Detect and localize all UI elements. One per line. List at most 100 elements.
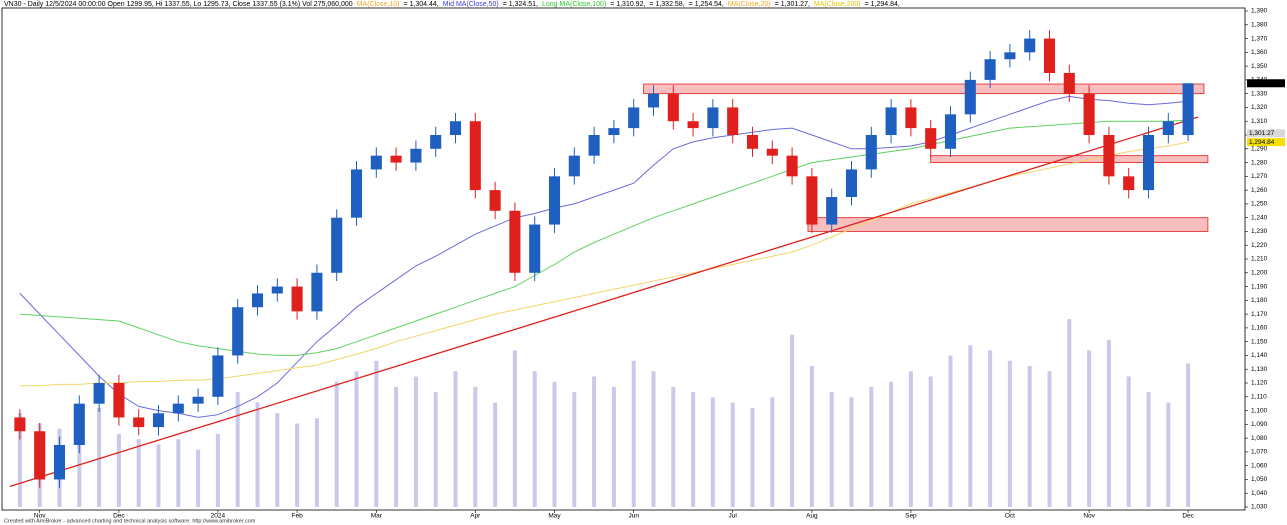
volume-bar <box>295 423 300 507</box>
x-tick-label: Oct <box>1005 513 1015 520</box>
volume-bar <box>651 371 656 507</box>
y-tick-label: 1,260 <box>1251 187 1268 194</box>
candle-body <box>707 107 719 129</box>
volume-bar <box>314 418 319 507</box>
candle-body <box>588 135 600 156</box>
volume-bar <box>829 392 834 507</box>
volume-bar <box>691 392 696 507</box>
volume-bar <box>1126 376 1131 507</box>
header-item: MA(Close,10) <box>357 1 400 8</box>
zone <box>643 83 1205 95</box>
y-tick-label: 1,220 <box>1251 242 1268 249</box>
volume-bar <box>493 402 498 507</box>
candle-body <box>14 417 26 432</box>
candle-body <box>370 155 382 170</box>
price-tag-bg <box>1247 79 1285 88</box>
trendline <box>9 116 1199 487</box>
price-tag: 1,337.55 <box>1249 80 1275 87</box>
candle-body <box>469 121 481 191</box>
y-tick-label: 1,140 <box>1251 352 1268 359</box>
volume-bar <box>948 355 953 507</box>
volume-bar <box>394 386 399 507</box>
y-tick-label: 1,110 <box>1251 393 1267 400</box>
volume-bar <box>671 386 676 507</box>
x-tick-label: May <box>548 513 561 520</box>
volume-bar <box>592 376 597 507</box>
candle-body <box>865 135 877 170</box>
header-item: = 1,310.92, <box>610 1 645 8</box>
y-tick-label: 1,160 <box>1251 325 1268 332</box>
candle-body <box>271 286 283 294</box>
y-tick-label: 1,080 <box>1251 435 1268 442</box>
candle-body <box>350 169 363 218</box>
candle-body <box>113 383 125 418</box>
candle-body <box>133 417 145 428</box>
y-tick-label: 1,100 <box>1251 407 1268 414</box>
x-tick-label: Jul <box>729 513 738 520</box>
candle-body <box>885 107 897 135</box>
y-tick-label: 1,270 <box>1251 173 1268 180</box>
volume-bar <box>869 386 874 507</box>
candle-body <box>1024 38 1036 53</box>
volume-bar <box>1166 402 1171 507</box>
y-tick-label: 1,320 <box>1251 104 1268 111</box>
volume-bar <box>116 433 121 507</box>
volume-bar <box>790 334 795 507</box>
x-tick-label: Aug <box>806 513 818 520</box>
y-tick-label: 1,330 <box>1251 90 1268 97</box>
volume-bar <box>512 350 517 507</box>
candle-body <box>1162 121 1174 135</box>
volume-bar <box>374 360 379 507</box>
header-item: = 1,304.44, <box>404 1 439 8</box>
candle-body <box>410 148 422 163</box>
price-tag: 1,301.27 <box>1249 130 1275 137</box>
volume-bar <box>1027 366 1032 507</box>
y-tick-label: 1,130 <box>1251 366 1268 373</box>
volume-bar <box>532 371 537 507</box>
y-tick-label: 1,060 <box>1251 462 1268 469</box>
y-tick-label: 1,210 <box>1251 256 1268 263</box>
candle-body <box>509 210 521 273</box>
volume-bar <box>413 376 418 507</box>
y-tick-label: 1,180 <box>1251 297 1268 304</box>
volume-bar <box>156 444 161 507</box>
header: VN30 - Daily 12/5/2024 00:00:00 Open 129… <box>4 1 900 8</box>
y-tick-label: 1,150 <box>1251 338 1268 345</box>
candle-body <box>984 59 996 80</box>
y-tick-label: 1,050 <box>1251 476 1268 483</box>
candle-body <box>34 431 46 480</box>
y-tick-label: 1,280 <box>1251 159 1268 166</box>
candle-body <box>746 135 759 149</box>
volume-bar <box>730 402 735 507</box>
volume-bar <box>1047 371 1052 507</box>
y-tick-label: 1,170 <box>1251 311 1268 318</box>
candle-body <box>390 155 402 163</box>
volume-bar <box>215 433 220 507</box>
candle-body <box>608 128 620 135</box>
x-tick-label: Jun <box>628 513 639 520</box>
candle-body <box>311 272 323 312</box>
footer: Created with AmiBroker - advanced charti… <box>4 518 256 524</box>
volume-bar <box>453 371 458 507</box>
price-tag: 1,294.84 <box>1249 139 1275 146</box>
candle-body <box>1123 176 1135 191</box>
header-item: = 1,324.51, <box>503 1 538 8</box>
candle-body <box>806 176 818 225</box>
candle-body <box>529 224 541 273</box>
volume-bar <box>572 392 577 507</box>
x-tick-label: 2024 <box>211 513 226 520</box>
x-tick-label: Dec <box>113 513 125 520</box>
y-tick-label: 1,070 <box>1251 449 1268 456</box>
plot-frame <box>1 7 1246 511</box>
ma-line <box>19 95 1189 418</box>
x-tick-label: Dec <box>1182 513 1194 520</box>
y-tick-label: 1,390 <box>1251 8 1268 15</box>
header-item: MA(Close,200) <box>814 1 861 8</box>
volume-bar <box>631 360 636 507</box>
y-tick-label: 1,230 <box>1251 228 1268 235</box>
candle-body <box>727 107 739 135</box>
volume-bar <box>710 397 715 507</box>
y-tick-label: 1,290 <box>1251 145 1268 152</box>
